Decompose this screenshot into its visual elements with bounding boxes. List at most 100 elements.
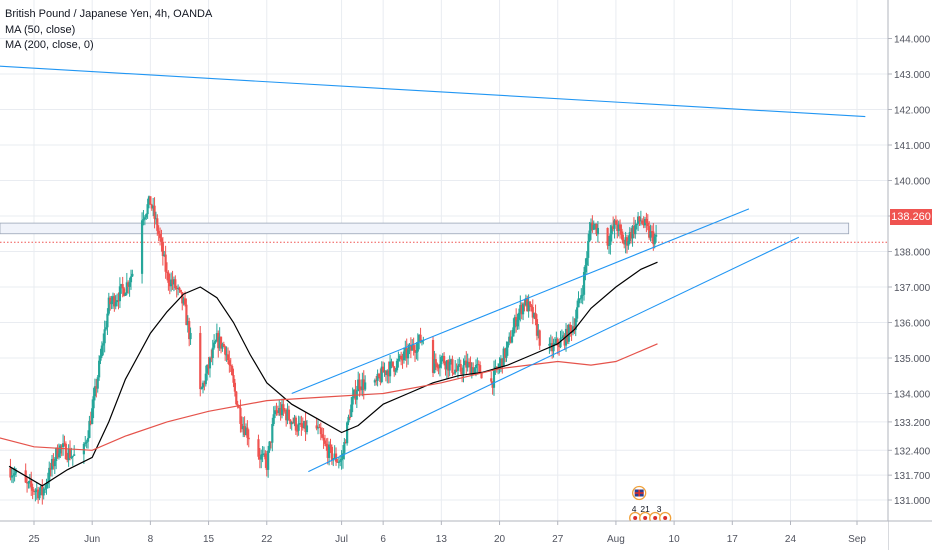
candle-body bbox=[91, 408, 94, 424]
candle-body bbox=[265, 459, 268, 470]
candle-body bbox=[440, 357, 443, 365]
candle-body bbox=[25, 482, 29, 484]
candle-body bbox=[278, 408, 281, 414]
candle-body bbox=[574, 318, 577, 330]
candle-body bbox=[348, 416, 351, 418]
candle-body bbox=[228, 360, 231, 366]
time-axis[interactable]: 25 Jun 8 15 22 Jul 6 13 20 27 Aug 10 17 24 Sep bbox=[28, 521, 866, 545]
candle-body bbox=[222, 344, 225, 347]
candle-body bbox=[480, 373, 483, 379]
candle-body bbox=[267, 450, 270, 470]
candle-body bbox=[328, 444, 331, 458]
candle-body bbox=[503, 348, 507, 358]
candle-body bbox=[147, 196, 151, 205]
candle-body bbox=[188, 321, 191, 340]
symbol-title[interactable]: British Pound / Japanese Yen, 4h, OANDA bbox=[5, 8, 213, 20]
candle-body bbox=[37, 489, 40, 499]
ma50-legend-label[interactable]: MA (50, close) bbox=[5, 23, 76, 36]
candle-body bbox=[519, 304, 522, 313]
candle-body bbox=[562, 335, 565, 338]
chart-legend: British Pound / Japanese Yen, 4h, OANDA … bbox=[5, 7, 212, 54]
candle-body bbox=[441, 355, 444, 358]
candle-body bbox=[628, 232, 631, 242]
candle-body bbox=[158, 233, 162, 239]
candle-body bbox=[344, 442, 347, 444]
candle-body bbox=[174, 279, 177, 289]
ma50-line[interactable] bbox=[8, 261, 658, 487]
candle-body bbox=[32, 490, 36, 493]
candle-body bbox=[326, 446, 329, 458]
candle-body bbox=[297, 423, 300, 431]
candle-body bbox=[455, 369, 458, 371]
candle-body bbox=[140, 220, 144, 274]
candle-body bbox=[347, 416, 350, 423]
candle-body bbox=[463, 360, 466, 366]
candle-body bbox=[85, 441, 88, 443]
time-tick-label: Sep bbox=[848, 534, 866, 545]
candle-body bbox=[406, 349, 410, 359]
ma200-line[interactable] bbox=[0, 343, 658, 451]
candle-body bbox=[413, 350, 417, 353]
candle-body bbox=[592, 225, 595, 230]
candle-body bbox=[305, 425, 309, 433]
candle-body bbox=[556, 338, 559, 346]
last-price-tag: 138.260 bbox=[890, 209, 932, 225]
time-axis-bg bbox=[0, 521, 888, 550]
candle-body bbox=[96, 377, 99, 389]
trendline[interactable] bbox=[0, 63, 866, 118]
candle-body bbox=[70, 456, 73, 459]
candle-body bbox=[379, 376, 382, 382]
candle-body bbox=[183, 298, 187, 305]
candle-body bbox=[118, 286, 122, 302]
time-tick-label: 6 bbox=[380, 534, 386, 545]
resistance-zone[interactable] bbox=[0, 222, 850, 235]
candle-body bbox=[303, 421, 306, 428]
candle-body bbox=[548, 343, 551, 346]
candle-body bbox=[206, 364, 209, 374]
candle-body bbox=[634, 225, 637, 235]
candle-body bbox=[445, 360, 448, 370]
candle-body bbox=[625, 237, 629, 246]
candles[interactable] bbox=[9, 195, 658, 505]
candle-body bbox=[533, 312, 536, 318]
candle-body bbox=[512, 327, 515, 337]
trendline[interactable] bbox=[291, 208, 750, 395]
candle-body bbox=[170, 279, 173, 287]
candle-body bbox=[476, 364, 479, 366]
candle-body bbox=[319, 427, 322, 435]
candle-body bbox=[109, 297, 112, 305]
candle-body bbox=[452, 372, 455, 374]
uk-flag-icon[interactable] bbox=[632, 485, 647, 501]
candle-body bbox=[528, 301, 532, 306]
candle-body bbox=[610, 226, 613, 235]
ma200-legend-label[interactable]: MA (200, close, 0) bbox=[5, 39, 94, 51]
candle-body bbox=[534, 312, 537, 320]
candle-body bbox=[57, 453, 61, 458]
candle-body bbox=[334, 453, 338, 462]
candle-body bbox=[286, 409, 289, 421]
trendline[interactable] bbox=[308, 236, 800, 473]
candle-body bbox=[462, 365, 465, 375]
candle-body bbox=[650, 231, 654, 233]
candle-body bbox=[473, 368, 476, 374]
economic-event-markers[interactable]: 4 21 3 bbox=[629, 485, 672, 525]
candle-body bbox=[38, 491, 41, 499]
candle-body bbox=[59, 445, 62, 454]
candle-body bbox=[588, 230, 591, 242]
candle-body bbox=[268, 441, 271, 451]
candle-body bbox=[296, 430, 299, 432]
candle-body bbox=[591, 222, 594, 230]
candle-body bbox=[563, 335, 566, 346]
candle-body bbox=[95, 386, 98, 389]
candle-body bbox=[456, 365, 460, 371]
price-tick-label: 142.000 bbox=[894, 106, 931, 117]
candle-body bbox=[402, 351, 406, 361]
candle-body bbox=[551, 343, 554, 352]
price-tick-label: 138.000 bbox=[894, 248, 931, 259]
candle-body bbox=[164, 254, 167, 272]
time-tick-label: 27 bbox=[552, 534, 564, 545]
candle-body bbox=[530, 305, 533, 308]
candle-body bbox=[336, 461, 339, 463]
